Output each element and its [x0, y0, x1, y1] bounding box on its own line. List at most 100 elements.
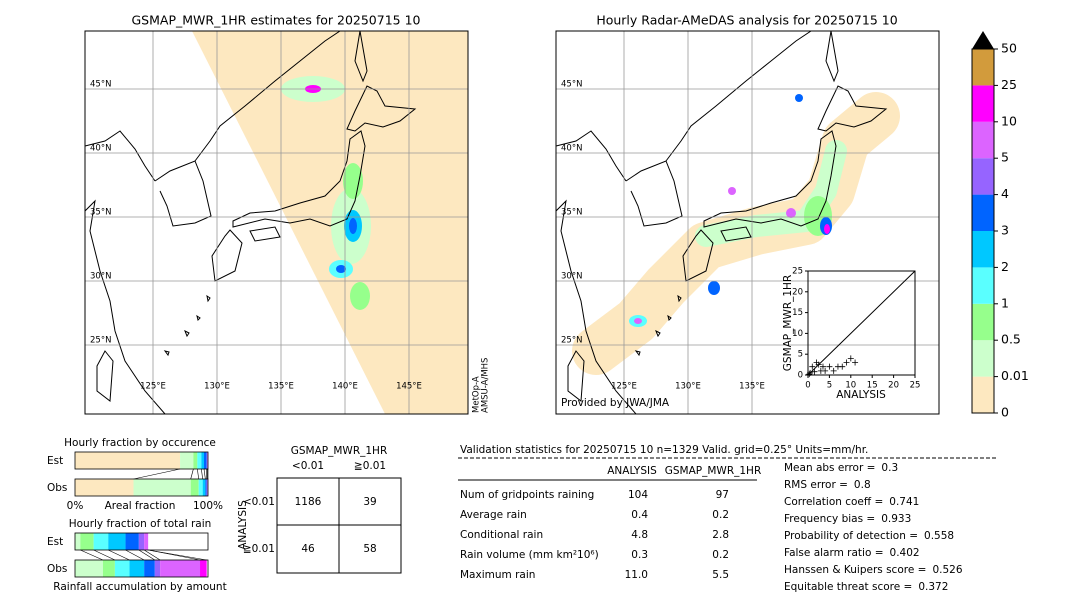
value: 0.3 — [631, 549, 648, 561]
colorbar-bin — [972, 85, 994, 122]
x-tick-label: 5 — [827, 381, 832, 391]
connector — [93, 549, 116, 561]
point — [806, 371, 813, 378]
credit: Provided by JWA/JMA — [561, 397, 670, 409]
inset-bg — [780, 263, 939, 400]
lat-label: 45°N — [90, 80, 111, 90]
colorbar-label: 1 — [1001, 295, 1009, 310]
score-label: Probability of detection = — [784, 530, 918, 542]
value: 4.8 — [631, 529, 648, 541]
inset-frame — [807, 270, 916, 376]
y-axis-label: GSMAP_MWR_1HR — [782, 275, 794, 371]
row-label: Num of gridpoints raining — [460, 489, 594, 501]
bar-frame — [74, 559, 209, 578]
lon-label: 130°E — [675, 382, 701, 392]
point — [822, 367, 829, 374]
bar-segment — [193, 452, 198, 469]
value: 11.0 — [625, 569, 648, 581]
rain — [343, 163, 363, 199]
lat-label: 30°N — [561, 272, 582, 282]
stats-header: Validation statistics for 20250715 10 n=… — [460, 444, 868, 456]
bar-segment — [80, 533, 94, 550]
diagonal — [807, 270, 916, 376]
score-label: RMS error = — [784, 479, 848, 491]
connector — [108, 549, 130, 561]
x-axis-label: ANALYSIS — [836, 389, 886, 401]
bar-segment — [102, 560, 115, 577]
score-label: Hanssen & Kuipers score = — [784, 564, 926, 576]
lon-label: 140°E — [332, 382, 358, 392]
connector — [148, 549, 207, 561]
bar-segment — [206, 452, 208, 469]
colorbar-label: 4 — [1001, 186, 1009, 201]
swath — [192, 31, 468, 414]
lat-label: 35°N — [90, 208, 111, 218]
rain — [336, 265, 346, 273]
x-tick-label: 0 — [805, 381, 810, 391]
lon-label: 125°E — [140, 382, 166, 392]
x-tick-label: 10 — [845, 381, 856, 391]
point — [830, 367, 837, 374]
lat-label: 45°N — [561, 80, 582, 90]
bar-segment — [205, 479, 207, 496]
value: 0.2 — [712, 509, 729, 521]
map-frame — [84, 30, 469, 415]
bar-segment — [154, 560, 161, 577]
connector — [125, 549, 145, 561]
bar-segment — [160, 560, 201, 577]
y-tick-label: 25 — [792, 267, 803, 277]
rain — [786, 208, 796, 218]
colorbar-extend — [972, 31, 994, 49]
lat-label: 25°N — [90, 336, 111, 346]
colorbar-bin — [972, 376, 994, 413]
value: 0.4 — [631, 509, 648, 521]
bar-segment — [108, 533, 126, 550]
rain — [708, 281, 720, 295]
lon-label: 125°E — [611, 382, 637, 392]
score-value: 0.741 — [889, 496, 919, 508]
connector — [190, 468, 194, 480]
score-label: Correlation coeff = — [784, 496, 883, 508]
lat-label: 40°N — [90, 144, 111, 154]
row-label: Maximum rain — [460, 569, 535, 581]
connector — [80, 549, 104, 561]
point — [847, 355, 854, 362]
bar-segment — [198, 479, 203, 496]
score-value: 0.526 — [932, 564, 962, 576]
connector — [133, 468, 181, 480]
cell: 1186 — [295, 496, 322, 508]
column-header: ANALYSIS — [607, 465, 657, 477]
bar-segment — [144, 560, 155, 577]
y-tick-label: 5 — [798, 350, 803, 360]
value: 0.2 — [712, 549, 729, 561]
x-tick-label: 25 — [910, 381, 921, 391]
lon-label: 135°E — [268, 382, 294, 392]
score-label: Equitable threat score = — [784, 581, 912, 593]
category-label: Est — [47, 455, 63, 467]
bar-frame — [74, 478, 209, 497]
score-value: 0.3 — [881, 462, 898, 474]
rain — [795, 94, 803, 102]
cell: 58 — [363, 543, 376, 555]
map-title: Hourly Radar-AMeDAS analysis for 2025071… — [596, 13, 897, 28]
lat-label: 25°N — [561, 336, 582, 346]
bar-segment — [75, 479, 134, 496]
map-title: GSMAP_MWR_1HR estimates for 20250715 10 — [132, 13, 421, 28]
colorbar-label: 50 — [1001, 41, 1017, 56]
lat-label: 40°N — [561, 144, 582, 154]
rain — [350, 282, 370, 310]
map-frame — [555, 30, 940, 415]
y-tick-label: 20 — [792, 287, 803, 297]
colorbar-label: 0.5 — [1001, 332, 1021, 347]
category-label: Obs — [47, 482, 67, 494]
colorbar-label: 3 — [1001, 223, 1009, 238]
score-label: False alarm ratio = — [784, 547, 884, 559]
x-tick-label: 100% — [193, 500, 223, 512]
connector — [197, 468, 199, 480]
category-label: Obs — [47, 563, 67, 575]
x-tick-label: 0% — [67, 500, 84, 512]
bar-segment — [93, 533, 109, 550]
